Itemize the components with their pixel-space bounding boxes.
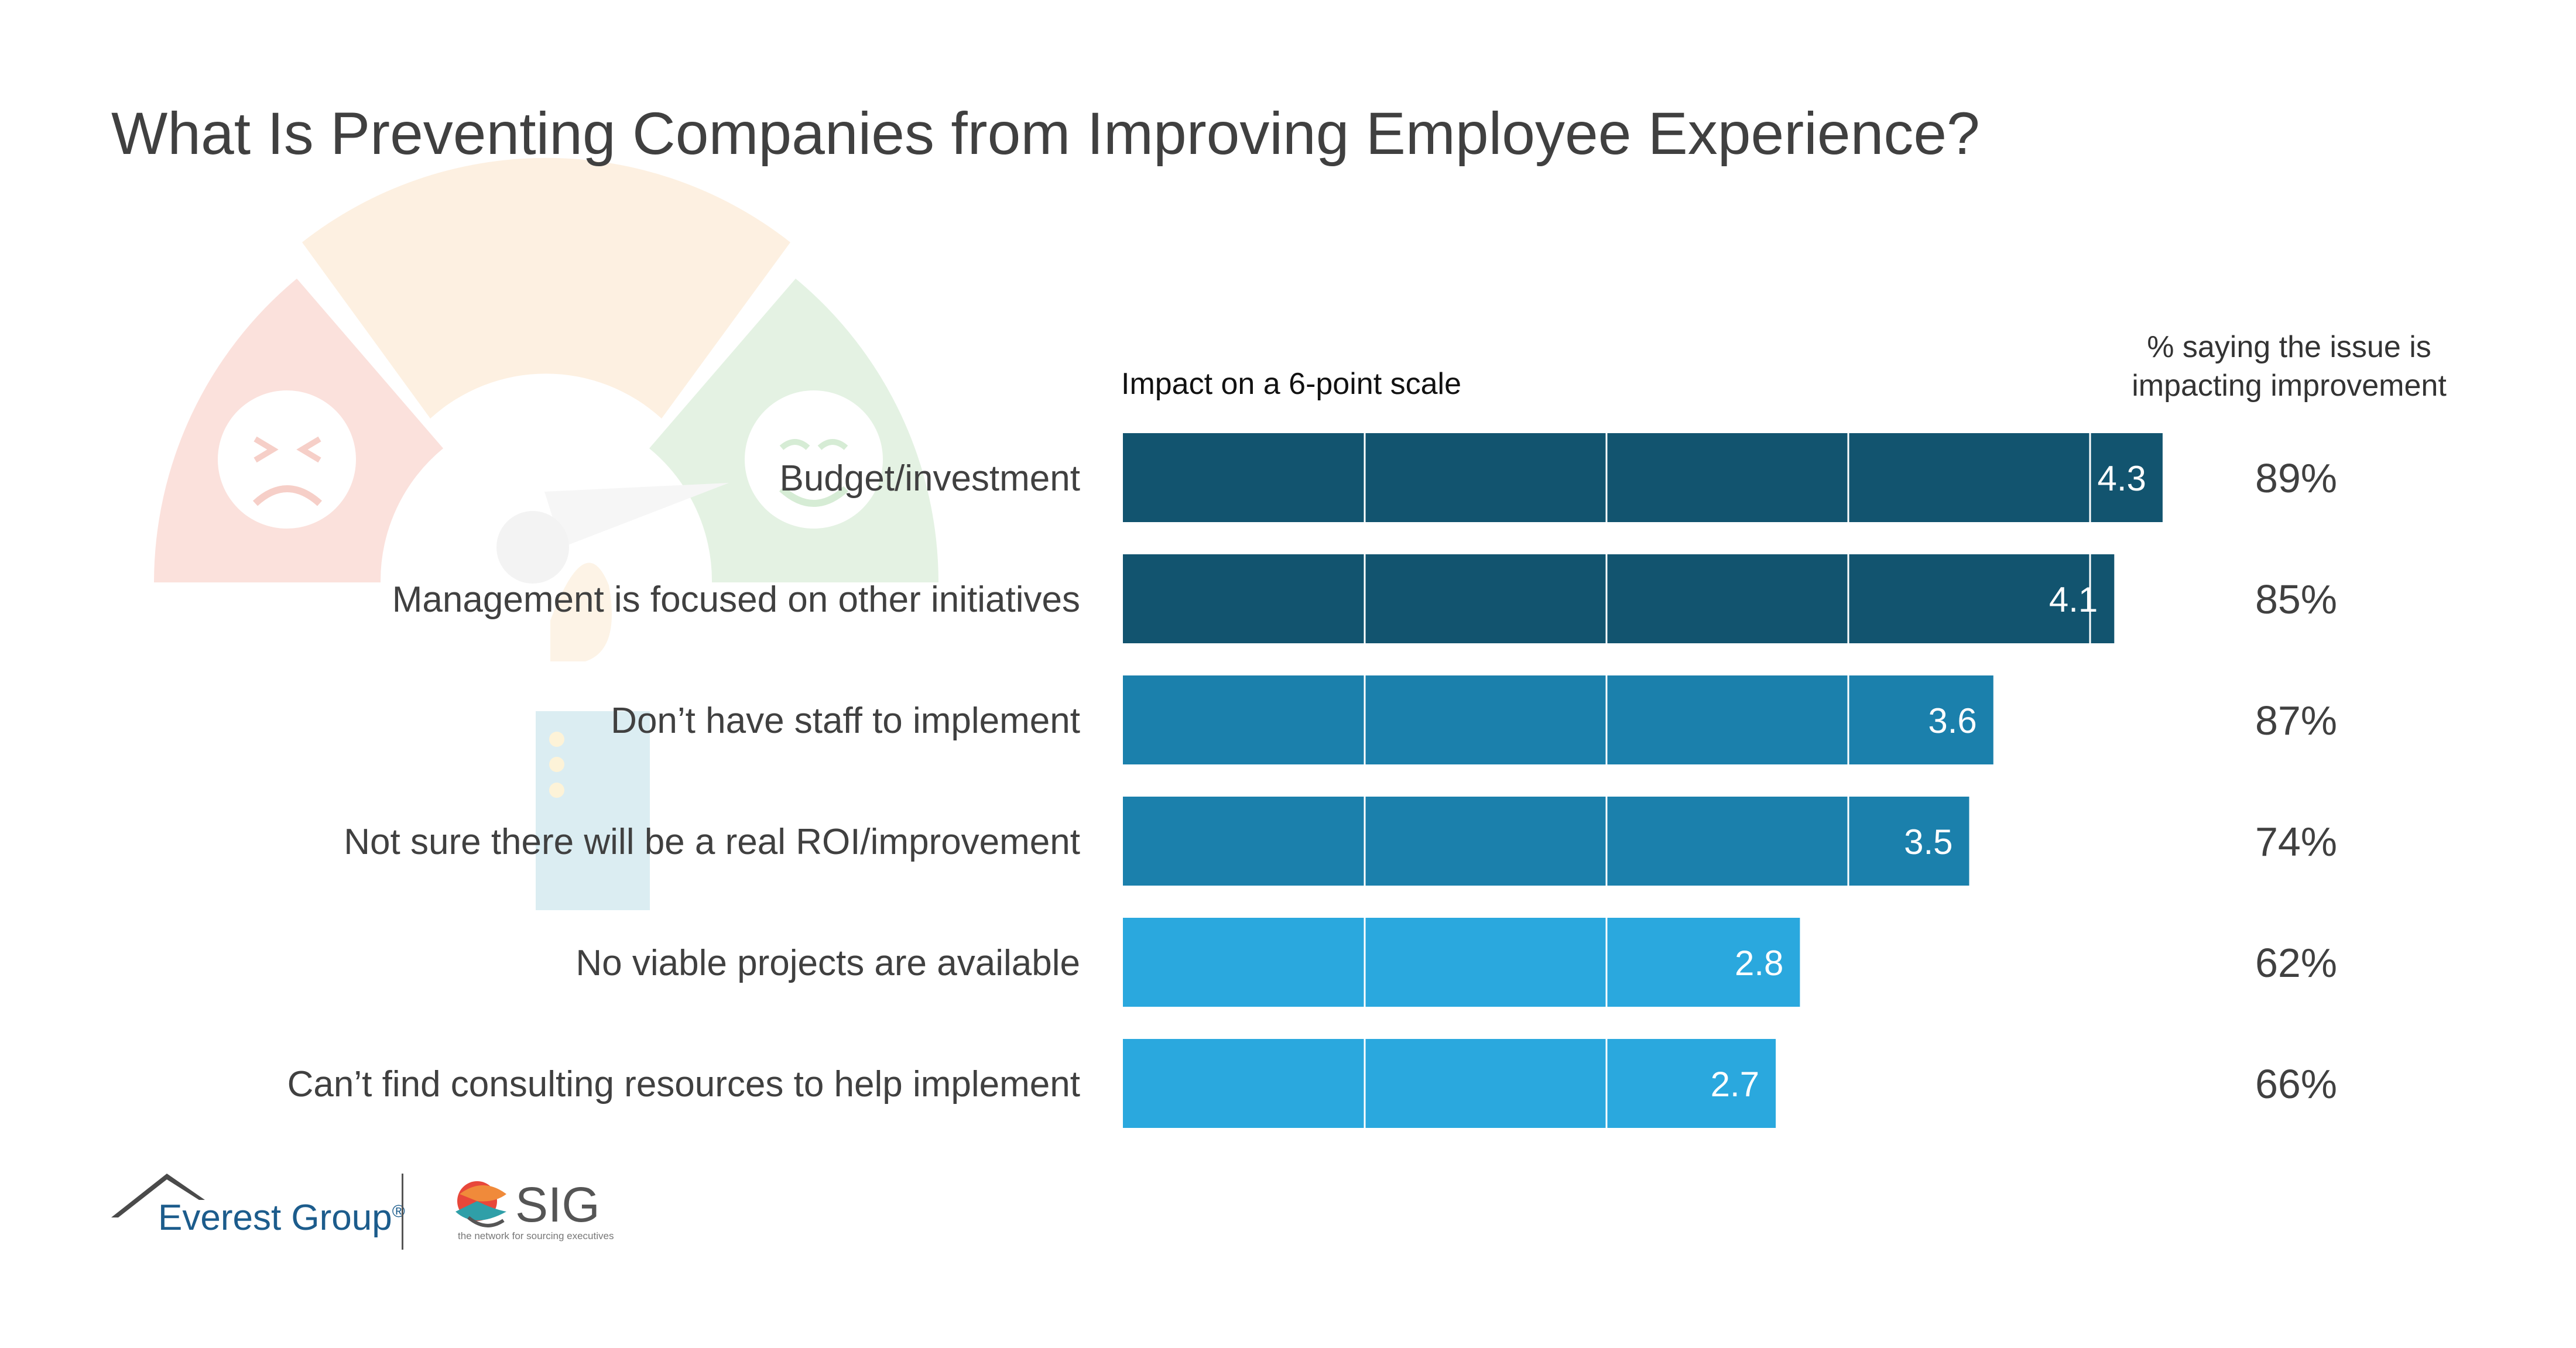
value-label: 3.5	[1904, 822, 1952, 862]
value-label: 4.3	[2097, 459, 2146, 498]
value-label: 4.1	[2049, 580, 2098, 619]
percent-label: 62%	[2255, 940, 2337, 986]
percent-label: 74%	[2255, 819, 2337, 865]
bar	[1123, 797, 1969, 886]
category-label: Don’t have staff to implement	[611, 701, 1080, 741]
sig-logo-text: SIG	[515, 1177, 600, 1233]
category-label: Can’t find consulting resources to help …	[287, 1064, 1080, 1105]
value-label: 3.6	[1928, 701, 1976, 740]
percent-label: 85%	[2255, 577, 2337, 622]
category-label: No viable projects are available	[576, 943, 1080, 983]
bar	[1123, 433, 2163, 522]
infographic: What Is Preventing Companies from Improv…	[0, 0, 2576, 1348]
bar	[1123, 918, 1800, 1007]
bar-chart: Budget/investment 4.3 89% Management is foc…	[0, 0, 2576, 1348]
value-label: 2.8	[1735, 944, 1783, 983]
category-label: Management is focused on other initiativ…	[392, 579, 1080, 620]
everest-logo-text: Everest Group	[158, 1198, 392, 1238]
everest-group-logo: Everest Group®	[158, 1197, 405, 1239]
category-label: Budget/investment	[779, 458, 1080, 499]
logo-divider	[402, 1174, 403, 1250]
value-label: 2.7	[1711, 1065, 1759, 1104]
bar	[1123, 554, 2114, 643]
category-label: Not sure there will be a real ROI/improv…	[344, 822, 1080, 862]
percent-label: 89%	[2255, 455, 2337, 501]
bar	[1123, 1039, 1776, 1128]
percent-label: 66%	[2255, 1061, 2337, 1107]
sig-logo-icon	[451, 1177, 515, 1232]
bar	[1123, 675, 1993, 764]
sig-tagline: the network for sourcing executives	[458, 1230, 614, 1242]
percent-label: 87%	[2255, 698, 2337, 743]
